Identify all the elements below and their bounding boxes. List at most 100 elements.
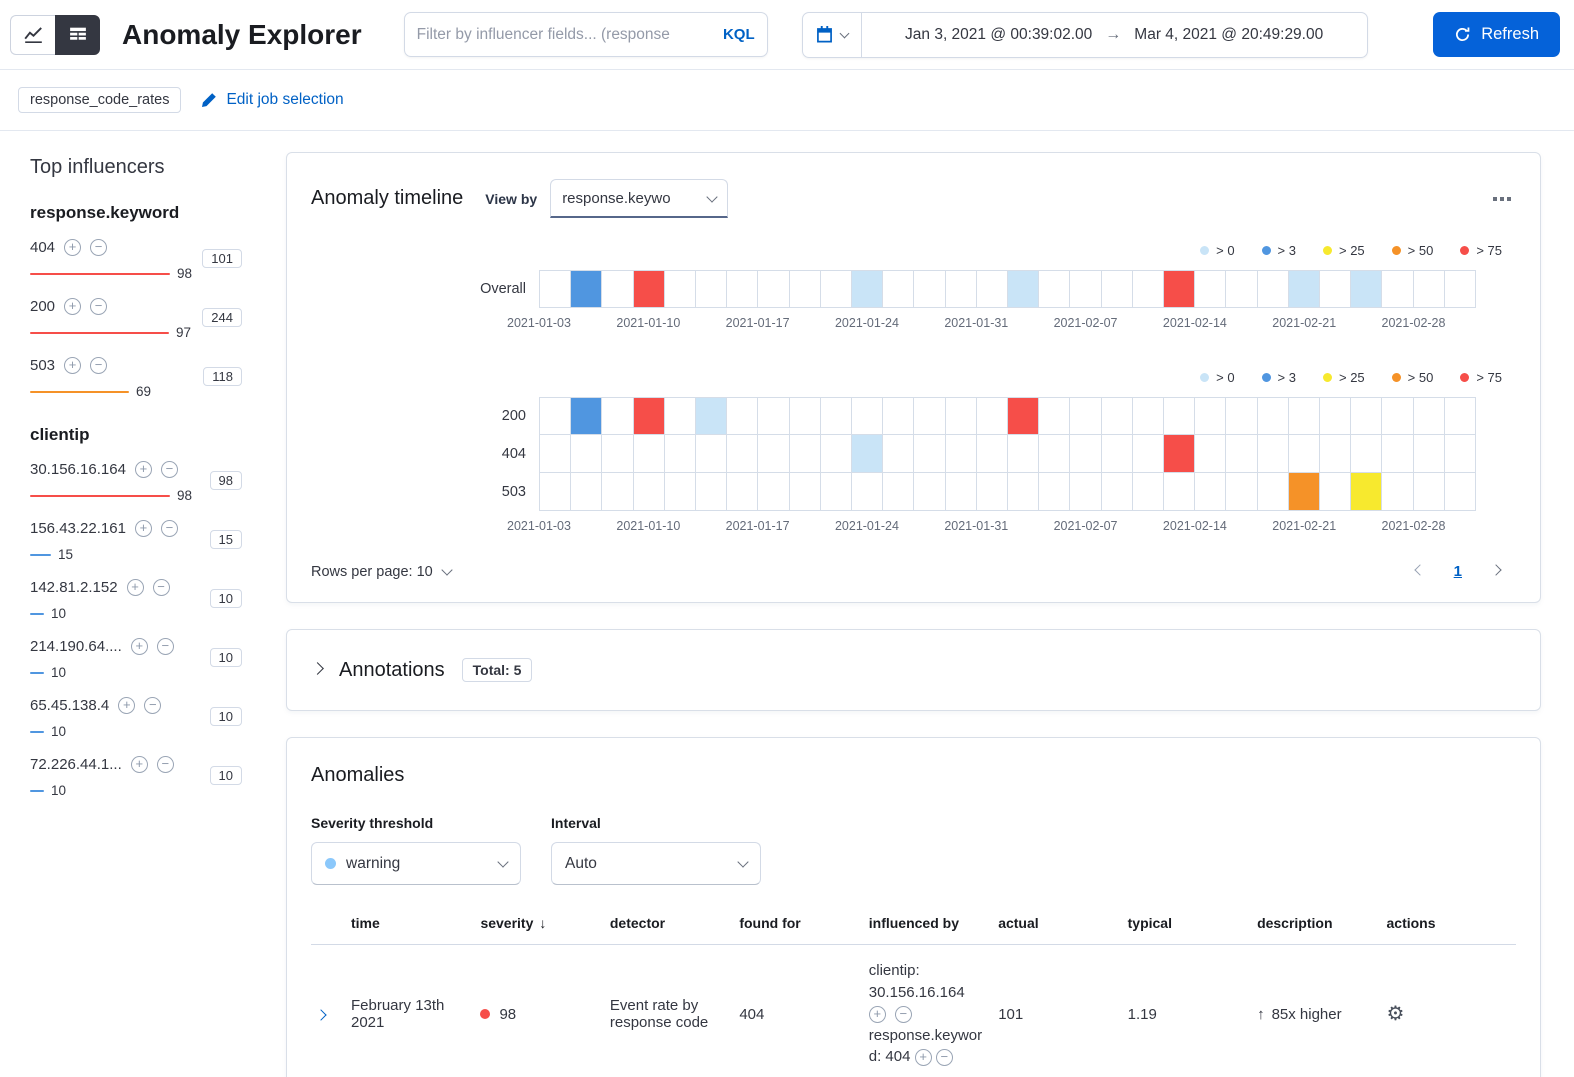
swimlane-cell[interactable] <box>1413 397 1445 435</box>
swimlane-cell[interactable] <box>540 270 572 308</box>
swimlane-cell[interactable] <box>696 397 728 435</box>
influencer-value-label[interactable]: 200 <box>30 298 56 315</box>
swimlane-cell[interactable] <box>1039 473 1071 511</box>
remove-filter-icon[interactable]: − <box>156 756 174 773</box>
swimlane-cell[interactable] <box>602 473 634 511</box>
swimlane-cell[interactable] <box>852 435 884 473</box>
add-filter-icon[interactable]: + <box>134 461 152 478</box>
swimlane-cell[interactable] <box>758 397 790 435</box>
swimlane-cell[interactable] <box>789 473 821 511</box>
swimlane-cell[interactable] <box>1226 473 1258 511</box>
swimlane-cell[interactable] <box>1195 473 1227 511</box>
influencer-value-label[interactable]: 30.156.16.164 <box>30 461 126 478</box>
swimlane-cell[interactable] <box>1070 435 1102 473</box>
start-date[interactable]: Jan 3, 2021 @ 00:39:02.00 <box>905 25 1093 43</box>
swimlane-cell[interactable] <box>945 435 977 473</box>
swimlane-cell[interactable] <box>1320 397 1352 435</box>
swimlane-cell[interactable] <box>1444 473 1477 511</box>
swimlane-cell[interactable] <box>602 270 634 308</box>
swimlane-cell[interactable] <box>1257 435 1289 473</box>
swimlane-cell[interactable] <box>696 435 728 473</box>
swimlane-cell[interactable] <box>820 397 853 435</box>
swimlane-cell[interactable] <box>1132 270 1165 308</box>
expand-annotations-icon[interactable] <box>311 662 324 675</box>
swimlane-cell[interactable] <box>1382 435 1414 473</box>
remove-filter-icon[interactable]: − <box>144 697 162 714</box>
swimlane-cell[interactable] <box>1413 270 1445 308</box>
row-actions-gear-icon[interactable]: ⚙ <box>1386 1003 1405 1025</box>
table-view-button[interactable] <box>55 14 100 55</box>
swimlane-cell[interactable] <box>633 397 665 435</box>
rows-per-page-button[interactable]: Rows per page: 10 <box>311 564 453 580</box>
swimlane-cell[interactable] <box>883 473 915 511</box>
swimlane-cell[interactable] <box>1444 270 1477 308</box>
swimlane-cell[interactable] <box>1132 435 1165 473</box>
swimlane-cell[interactable] <box>540 473 572 511</box>
swimlane-cell[interactable] <box>1195 270 1227 308</box>
swimlane-cell[interactable] <box>914 435 946 473</box>
interval-select[interactable]: Auto <box>551 842 761 885</box>
column-header-detector[interactable]: detector <box>609 915 666 931</box>
add-filter-icon[interactable]: + <box>914 1049 932 1067</box>
swimlane-cell[interactable] <box>1226 397 1258 435</box>
add-filter-icon[interactable]: + <box>868 1005 886 1023</box>
swimlane-cell[interactable] <box>1288 397 1321 435</box>
swimlane-cell[interactable] <box>883 270 915 308</box>
swimlane-cell[interactable] <box>1351 473 1383 511</box>
swimlane-cell[interactable] <box>540 435 572 473</box>
influencer-value-label[interactable]: 404 <box>30 239 56 256</box>
swimlane-cell[interactable] <box>571 397 603 435</box>
swimlane-cell[interactable] <box>1257 473 1289 511</box>
remove-filter-icon[interactable]: − <box>90 239 108 256</box>
column-header-severity[interactable]: severity ↓ <box>480 915 547 931</box>
swimlane-cell[interactable] <box>1070 397 1102 435</box>
swimlane-cell[interactable] <box>914 270 946 308</box>
remove-filter-icon[interactable]: − <box>935 1049 953 1067</box>
swimlane-cell[interactable] <box>696 270 728 308</box>
swimlane-cell[interactable] <box>664 435 697 473</box>
influencer-value-label[interactable]: 503 <box>30 357 56 374</box>
swimlane-cell[interactable] <box>602 397 634 435</box>
swimlane-cell[interactable] <box>758 435 790 473</box>
swimlane-cell[interactable] <box>945 270 977 308</box>
swimlane-cell[interactable] <box>1444 397 1477 435</box>
add-filter-icon[interactable]: + <box>64 357 82 374</box>
swimlane-label[interactable]: 503 <box>501 484 526 500</box>
column-header-typical[interactable]: typical <box>1127 915 1172 931</box>
swimlane-cell[interactable] <box>1164 473 1196 511</box>
severity-threshold-select[interactable]: warning <box>311 842 521 885</box>
swimlane-cell[interactable] <box>1413 435 1445 473</box>
refresh-button[interactable]: Refresh <box>1433 12 1560 57</box>
swimlane-cell[interactable] <box>820 435 853 473</box>
swimlane-cell[interactable] <box>633 473 665 511</box>
swimlane-cell[interactable] <box>1320 435 1352 473</box>
remove-filter-icon[interactable]: − <box>894 1005 912 1023</box>
panel-options-icon[interactable] <box>1488 192 1516 206</box>
swimlane-cell[interactable] <box>1101 473 1133 511</box>
swimlane-cell[interactable] <box>571 270 603 308</box>
swimlane-cell[interactable] <box>852 397 884 435</box>
column-header-actual[interactable]: actual <box>998 915 1039 931</box>
swimlane-cell[interactable] <box>571 473 603 511</box>
column-header-actions[interactable]: actions <box>1386 915 1436 931</box>
column-header-description[interactable]: description <box>1257 915 1333 931</box>
swimlane-cell[interactable] <box>789 397 821 435</box>
swimlane-cell[interactable] <box>633 435 665 473</box>
swimlane-cell[interactable] <box>602 435 634 473</box>
add-filter-icon[interactable]: + <box>126 579 144 596</box>
swimlane-cell[interactable] <box>540 397 572 435</box>
swimlane-cell[interactable] <box>1101 435 1133 473</box>
swimlane-cell[interactable] <box>820 473 853 511</box>
add-filter-icon[interactable]: + <box>64 298 82 315</box>
swimlane-cell[interactable] <box>1257 270 1289 308</box>
swimlane-cell[interactable] <box>852 270 884 308</box>
swimlane-cell[interactable] <box>852 473 884 511</box>
swimlane-cell[interactable] <box>664 397 697 435</box>
swimlane-cell[interactable] <box>1008 435 1040 473</box>
remove-filter-icon[interactable]: − <box>156 638 174 655</box>
swimlane-cell[interactable] <box>820 270 853 308</box>
add-filter-icon[interactable]: + <box>130 638 148 655</box>
swimlane-cell[interactable] <box>1039 270 1071 308</box>
swimlane-cell[interactable] <box>1288 435 1321 473</box>
expand-row-icon[interactable] <box>315 1008 327 1021</box>
